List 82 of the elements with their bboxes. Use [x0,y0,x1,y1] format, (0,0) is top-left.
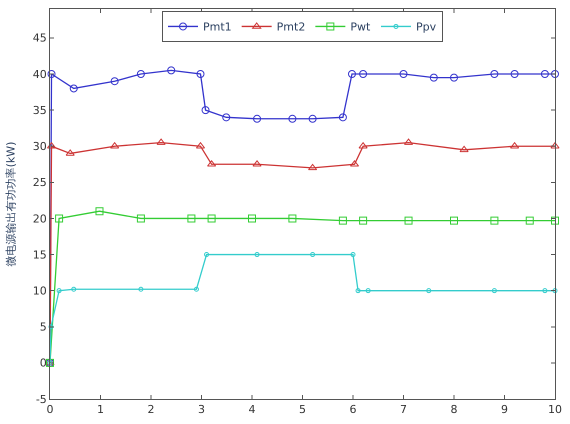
point [202,106,210,114]
point [551,70,559,78]
x-tick-label: 7 [400,403,407,416]
point [138,286,144,292]
y-tick-label: 30 [32,140,47,154]
point [338,216,347,225]
point [426,288,432,294]
point [366,288,371,294]
y-tick-label: 20 [32,212,47,226]
point [551,216,559,225]
point [542,288,548,294]
point [310,252,316,258]
point [208,214,216,222]
y-tick-label: -5 [36,392,47,406]
y-tick-label: 5 [40,320,47,334]
x-tick-label: 6 [350,403,356,416]
x-tick-label: 2 [148,403,154,416]
legend-label: Ppv [416,20,437,34]
point [207,160,216,167]
point [222,113,230,122]
point [95,207,104,216]
point [136,214,145,222]
point [510,70,519,78]
point [48,324,54,330]
point [56,288,62,294]
point [490,216,498,225]
point [460,146,469,152]
y-tick-label: 10 [32,284,47,298]
point [253,114,262,123]
point [540,70,549,78]
x-tick-label: 9 [501,403,508,416]
point [288,114,296,123]
x-tick-label: 8 [450,403,458,416]
point [404,216,413,225]
point [348,70,356,78]
legend-label: Pmt2 [276,20,306,34]
point [167,66,176,74]
point [430,74,438,82]
point [308,164,318,170]
y-tick-label: 15 [32,248,47,262]
x-tick-label: 5 [299,403,306,416]
point [308,114,317,123]
point [70,84,78,92]
y-axis-title: 微电源输出有功功率(kW) [4,142,18,266]
point [338,113,347,122]
point [110,77,119,86]
legend-label: Pmt1 [203,20,232,34]
point [450,216,458,225]
point [254,252,260,258]
point [204,252,210,258]
point [526,216,534,225]
y-tick-label: 35 [32,104,47,117]
point [248,214,256,222]
point [71,286,76,292]
point [359,70,368,78]
point [252,160,262,167]
point [48,70,56,78]
point [356,288,361,294]
point [136,70,145,78]
y-tick-label: 40 [32,68,47,81]
point [196,70,204,78]
point [288,214,296,222]
point [492,288,497,294]
y-tick-label: 0 [40,356,47,370]
point [490,70,498,78]
x-tick-label: 3 [198,403,205,416]
point [350,252,356,258]
y-tick-label: 25 [32,176,47,190]
point [350,160,360,167]
point [450,74,458,82]
point [194,286,199,292]
point [55,214,64,222]
y-tick-label: 45 [32,32,47,45]
point [187,214,196,222]
point [359,216,368,225]
point [66,149,75,156]
legend-label: Pwt [350,20,371,34]
x-tick-label: 1 [97,403,104,416]
point [552,288,558,294]
point [400,70,408,78]
x-tick-label: 10 [548,403,562,416]
x-tick-label: 4 [248,403,256,416]
